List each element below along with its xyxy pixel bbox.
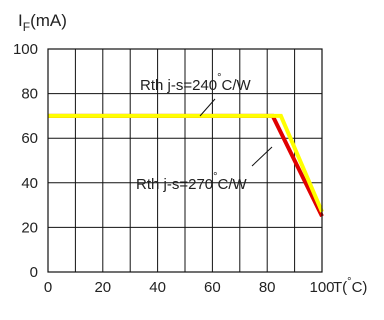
annotation-rth-270-degree: ° bbox=[213, 171, 217, 183]
annotation-leaders bbox=[199, 98, 273, 167]
y-tick-label: 0 bbox=[30, 264, 38, 281]
series-line-rth-240 bbox=[48, 113, 324, 213]
y-axis-label-subscript: F bbox=[23, 20, 30, 34]
tick-labels: 0 20 40 60 80 100 0 20 40 60 80 100 bbox=[13, 41, 335, 296]
series-lines bbox=[48, 113, 324, 218]
leader-line-rth-240 bbox=[199, 98, 216, 117]
x-tick-label: 60 bbox=[204, 279, 221, 296]
y-tick-label: 40 bbox=[21, 175, 38, 192]
x-tick-label: 20 bbox=[94, 279, 111, 296]
annotation-rth-270: Rth j-s=270°C/W bbox=[136, 171, 248, 193]
x-tick-label: 100 bbox=[309, 279, 334, 296]
grid bbox=[48, 49, 322, 272]
x-axis-label-degree: ° bbox=[347, 276, 351, 288]
leader-line-rth-270 bbox=[251, 146, 273, 167]
plot-frame bbox=[47, 48, 323, 273]
annotation-rth-240-degree: ° bbox=[217, 72, 221, 84]
y-tick-label: 80 bbox=[21, 86, 38, 103]
annotation-rth-240: Rth j-s=240°C/W bbox=[140, 72, 252, 94]
y-tick-label: 100 bbox=[13, 41, 38, 58]
x-tick-label: 40 bbox=[149, 279, 166, 296]
x-axis-label: T(°C) bbox=[333, 276, 367, 296]
x-tick-label: 0 bbox=[44, 279, 52, 296]
y-tick-label: 60 bbox=[21, 130, 38, 147]
y-axis-label: IF(mA) bbox=[18, 11, 67, 34]
x-tick-label: 80 bbox=[259, 279, 276, 296]
y-tick-label: 20 bbox=[21, 219, 38, 236]
